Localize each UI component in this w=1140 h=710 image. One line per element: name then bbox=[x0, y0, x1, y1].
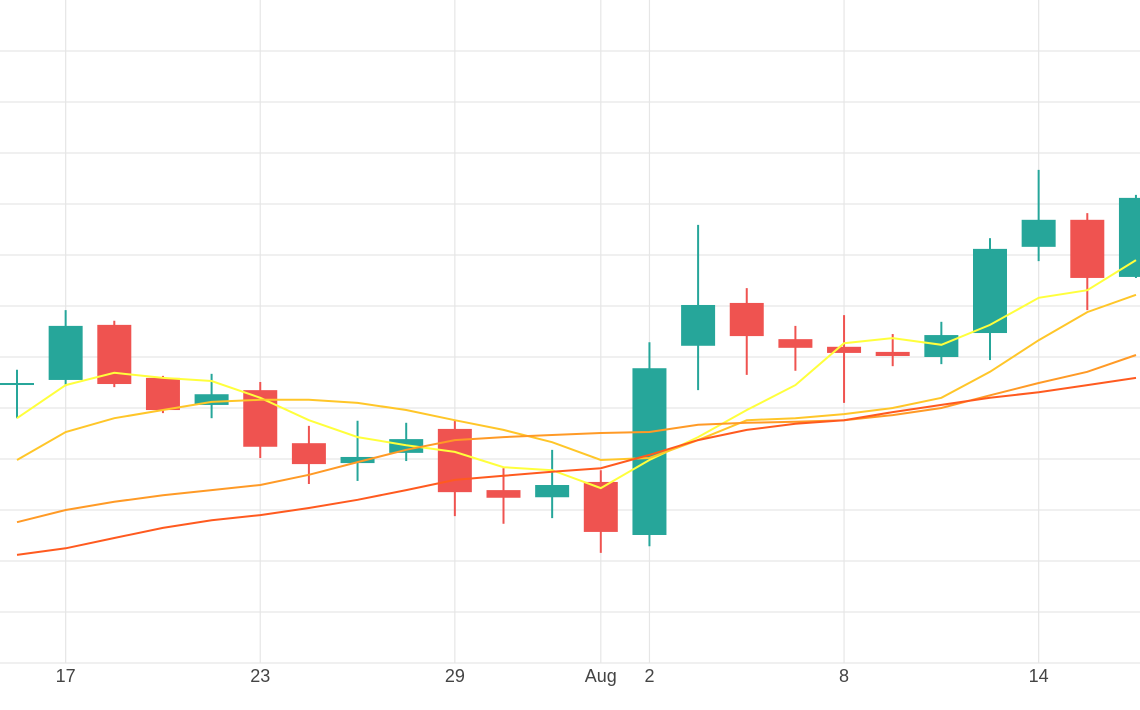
candle-body bbox=[1118, 197, 1140, 277]
candle-body bbox=[486, 490, 521, 498]
candle-body bbox=[924, 335, 959, 357]
candle-body bbox=[145, 377, 180, 411]
x-tick-label: 8 bbox=[839, 666, 849, 686]
candle-body bbox=[535, 485, 570, 498]
candle-body bbox=[1070, 219, 1105, 278]
candles bbox=[0, 169, 1140, 553]
x-tick-label: 17 bbox=[56, 666, 76, 686]
x-tick-label: Aug bbox=[585, 666, 617, 686]
candle-body bbox=[778, 339, 813, 348]
candle-body bbox=[340, 456, 375, 464]
candle-body bbox=[827, 346, 862, 353]
candle-body bbox=[973, 248, 1007, 334]
candle-body bbox=[729, 302, 764, 337]
x-tick-label: 23 bbox=[250, 666, 270, 686]
x-tick-label: 14 bbox=[1029, 666, 1049, 686]
ma-line bbox=[16, 293, 1137, 462]
candle-body bbox=[0, 383, 34, 386]
candle-body bbox=[291, 443, 326, 465]
x-tick-label: 29 bbox=[445, 666, 465, 686]
candle-body bbox=[681, 304, 716, 346]
candle-body bbox=[194, 394, 229, 405]
candle-body bbox=[1021, 219, 1056, 247]
ma-line bbox=[16, 259, 1137, 490]
x-tick-label: 2 bbox=[644, 666, 654, 686]
ma-line bbox=[16, 376, 1137, 556]
moving-averages bbox=[16, 259, 1137, 556]
candle-body bbox=[875, 351, 910, 356]
candle-body bbox=[48, 325, 83, 380]
candle-body bbox=[583, 481, 618, 532]
ma-line bbox=[16, 354, 1137, 524]
grid bbox=[0, 0, 1140, 664]
